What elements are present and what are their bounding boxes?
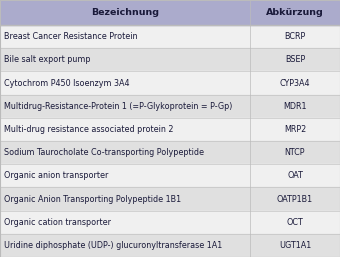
Bar — [0, 210, 340, 234]
Bar — [0, 234, 340, 257]
Bar — [0, 25, 340, 48]
Bar — [0, 187, 340, 210]
Text: NTCP: NTCP — [285, 148, 305, 157]
Text: Bezeichnung: Bezeichnung — [91, 8, 159, 17]
Text: BSEP: BSEP — [285, 55, 305, 64]
Text: OCT: OCT — [287, 218, 303, 227]
Text: MRP2: MRP2 — [284, 125, 306, 134]
Text: Multidrug-Resistance-Protein 1 (=P-Glykoprotein = P-Gp): Multidrug-Resistance-Protein 1 (=P-Glyko… — [4, 102, 233, 111]
Bar — [0, 164, 340, 187]
Text: Cytochrom P450 Isoenzym 3A4: Cytochrom P450 Isoenzym 3A4 — [4, 78, 130, 87]
Bar — [0, 141, 340, 164]
Text: Multi-drug resistance associated protein 2: Multi-drug resistance associated protein… — [4, 125, 174, 134]
Text: BCRP: BCRP — [284, 32, 306, 41]
Text: UGT1A1: UGT1A1 — [279, 241, 311, 250]
Text: Organic anion transporter: Organic anion transporter — [4, 171, 108, 180]
Bar — [0, 48, 340, 71]
Text: Organic cation transporter: Organic cation transporter — [4, 218, 111, 227]
Text: CYP3A4: CYP3A4 — [280, 78, 310, 87]
Text: Abkürzung: Abkürzung — [266, 8, 324, 17]
Text: Breast Cancer Resistance Protein: Breast Cancer Resistance Protein — [4, 32, 138, 41]
Text: MDR1: MDR1 — [283, 102, 307, 111]
Bar — [0, 0, 340, 25]
Bar — [0, 118, 340, 141]
Text: Organic Anion Transporting Polypeptide 1B1: Organic Anion Transporting Polypeptide 1… — [4, 195, 181, 204]
Text: OAT: OAT — [287, 171, 303, 180]
Text: Sodium Taurocholate Co-transporting Polypeptide: Sodium Taurocholate Co-transporting Poly… — [4, 148, 204, 157]
Text: Uridine diphosphate (UDP-) glucuronyltransferase 1A1: Uridine diphosphate (UDP-) glucuronyltra… — [4, 241, 222, 250]
Text: OATP1B1: OATP1B1 — [277, 195, 313, 204]
Bar — [0, 71, 340, 95]
Bar — [0, 95, 340, 118]
Text: Bile salt export pump: Bile salt export pump — [4, 55, 90, 64]
